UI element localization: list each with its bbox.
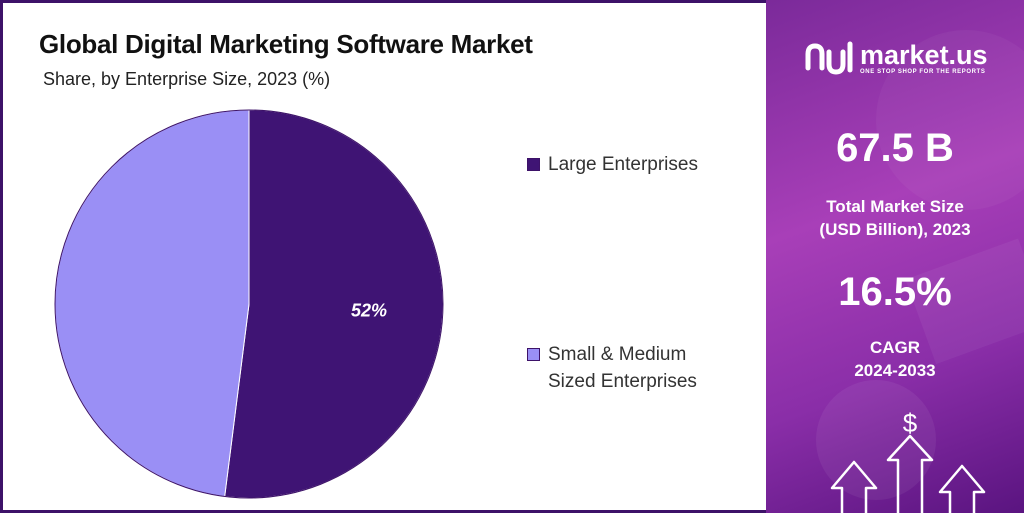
- market-size-label-line1: Total Market Size: [826, 197, 964, 216]
- brand-name: market.us: [860, 40, 988, 70]
- dollar-icon: $: [903, 408, 918, 438]
- market-size-label-line2: (USD Billion), 2023: [819, 220, 971, 239]
- market-size-value: 67.5 B: [836, 126, 954, 170]
- cagr-label-line1: CAGR: [869, 338, 921, 357]
- legend-item-large-enterprises: Large Enterprises: [527, 151, 748, 178]
- chart-subtitle: Share, by Enterprise Size, 2023 (%): [43, 69, 331, 89]
- background-decoration: [816, 30, 1024, 500]
- pie-slice-0: [224, 109, 444, 499]
- legend-label: Large Enterprises: [548, 154, 698, 175]
- market-us-logo-icon: [805, 41, 853, 75]
- brand-tagline: ONE STOP SHOP FOR THE REPORTS: [860, 69, 986, 75]
- legend-label: Small & Medium Sized Enterprises: [548, 344, 697, 392]
- pie-slice-label-0: 52%: [351, 300, 387, 320]
- pie-chart: 52%: [54, 109, 444, 499]
- legend-item-small-medium-enterprises: Small & Medium Sized Enterprises: [527, 341, 728, 395]
- chart-title: Global Digital Marketing Software Market: [39, 29, 533, 59]
- chart-panel: Global Digital Marketing Software Market…: [0, 0, 766, 513]
- stats-panel: market.us ONE STOP SHOP FOR THE REPORTS …: [766, 0, 1024, 513]
- cagr-value: 16.5%: [838, 270, 952, 314]
- legend-swatch-large-enterprises: [527, 158, 540, 171]
- pie-slice-1: [54, 109, 250, 498]
- cagr-label-line2: 2024-2033: [854, 361, 936, 380]
- pie-outline: [54, 109, 444, 499]
- legend-swatch-small-medium-enterprises: [527, 348, 540, 361]
- growth-arrows-icon: $: [830, 408, 986, 513]
- brand-logo: market.us ONE STOP SHOP FOR THE REPORTS: [802, 38, 988, 78]
